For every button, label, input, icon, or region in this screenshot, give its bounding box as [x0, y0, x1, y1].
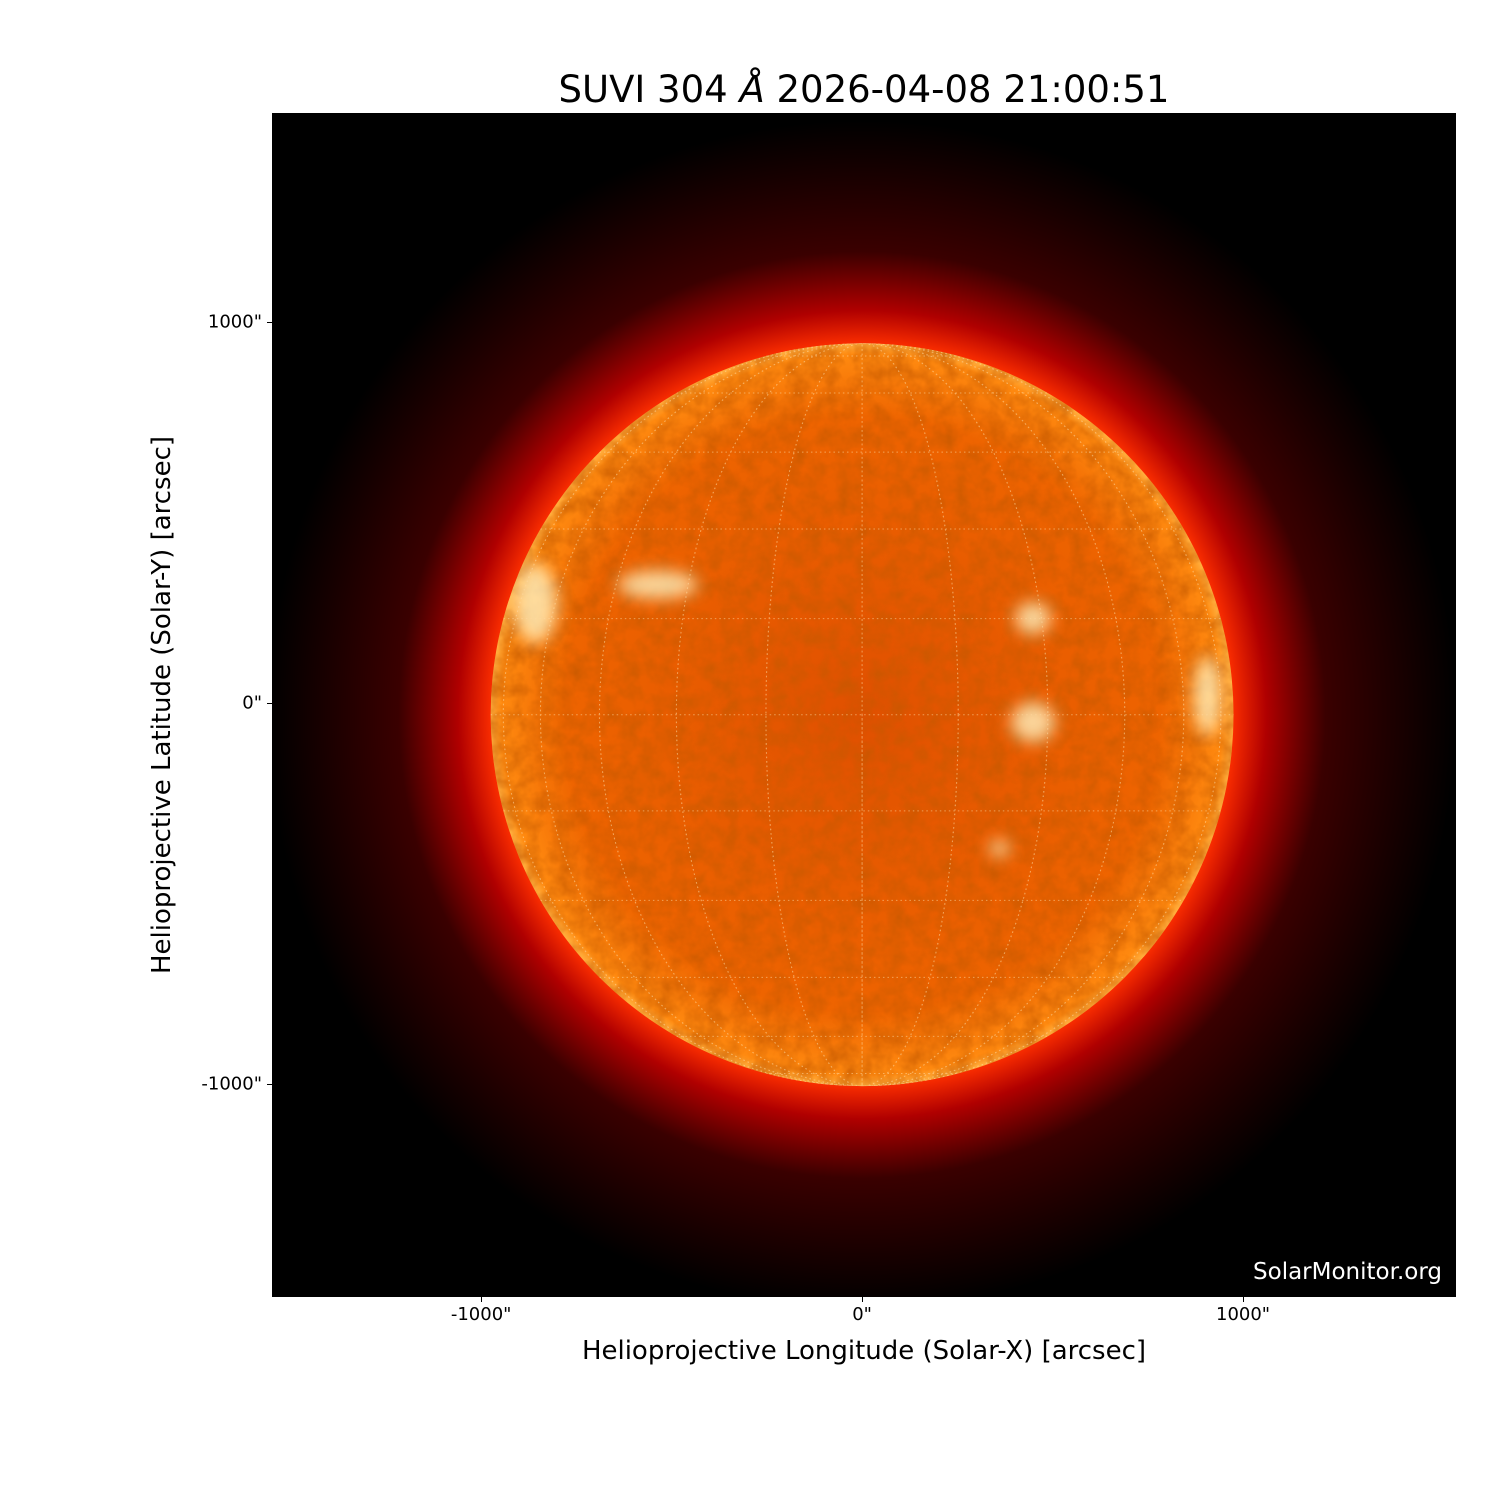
bright-region	[1014, 602, 1051, 635]
y-tick-label: -1000"	[201, 1073, 262, 1095]
longitude-line	[675, 343, 1049, 1087]
title-unit: Å	[739, 68, 765, 111]
bright-region	[989, 840, 1010, 857]
watermark: SolarMonitor.org	[1253, 1259, 1442, 1285]
active-regions	[513, 563, 1222, 857]
solar-image	[272, 120, 1456, 1297]
y-tick-label: 1000"	[207, 311, 262, 333]
x-tick-mark	[481, 1297, 483, 1302]
title-date: 2026-04-08 21:00:51	[764, 68, 1170, 111]
y-tick-label: 0"	[242, 692, 262, 714]
x-tick-label: 0"	[852, 1304, 872, 1325]
longitude-line	[765, 343, 959, 1087]
plot-title: SUVI 304 Å 2026-04-08 21:00:51	[0, 68, 1500, 111]
longitude-line	[598, 343, 1126, 1087]
x-tick-label: -1000"	[450, 1304, 512, 1325]
x-tick-mark	[1243, 1297, 1245, 1302]
bright-region	[617, 570, 698, 599]
x-tick-label: 1000"	[1216, 1304, 1271, 1325]
longitude-line	[502, 343, 1222, 1087]
y-tick-mark	[267, 703, 272, 705]
bright-region	[1010, 702, 1055, 743]
y-tick-mark	[267, 322, 272, 324]
heliographic-grid	[490, 343, 1234, 1087]
solar-image-axes: SolarMonitor.org	[272, 113, 1456, 1297]
bright-region	[513, 563, 558, 644]
y-tick-mark	[267, 1084, 272, 1086]
bright-region	[1193, 656, 1222, 737]
longitude-line	[539, 343, 1185, 1087]
y-axis-label: Helioprojective Latitude (Solar-Y) [arcs…	[147, 435, 177, 975]
x-axis-label: Helioprojective Longitude (Solar-X) [arc…	[581, 1336, 1147, 1366]
x-tick-mark	[862, 1297, 864, 1302]
title-text: SUVI 304	[558, 68, 740, 111]
